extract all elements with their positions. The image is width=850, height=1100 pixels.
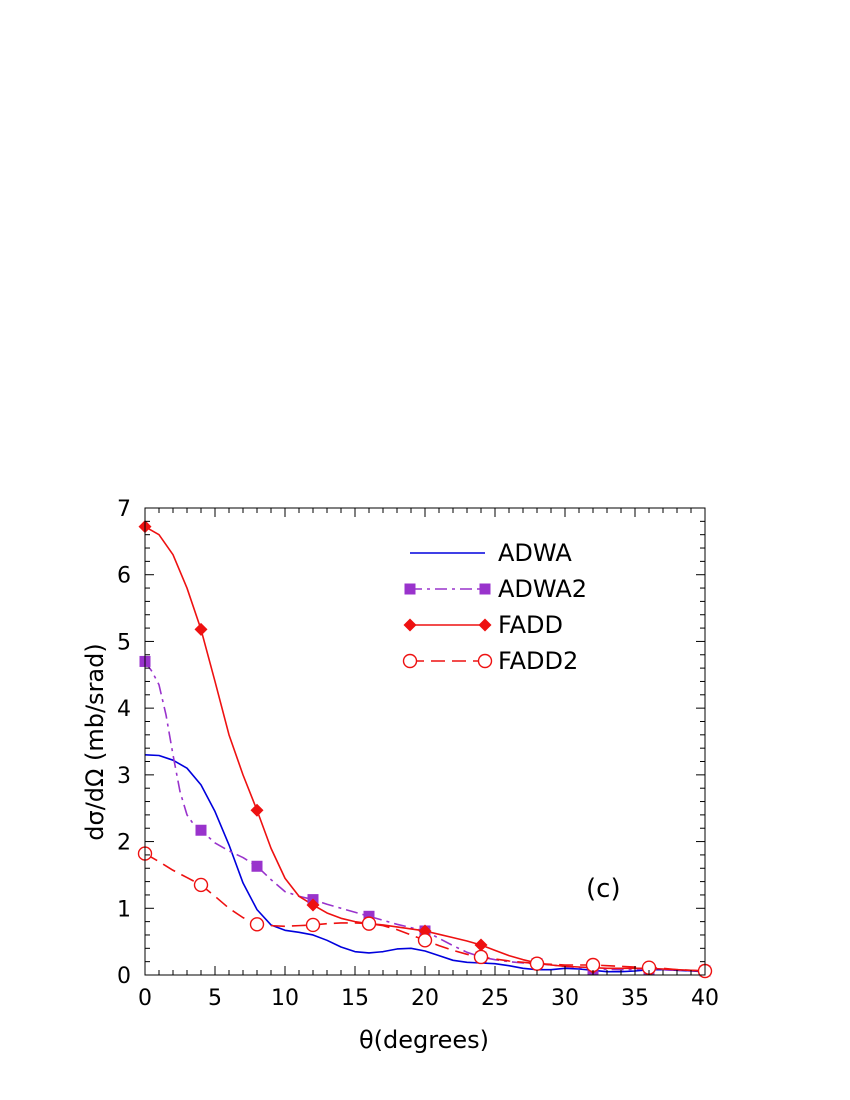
y-tick-label: 0 (117, 964, 131, 989)
axes: 0 5 10 15 20 25 30 35 40 0 1 2 3 4 5 6 7 (117, 497, 719, 1011)
legend-marker-fadd2 (402, 653, 418, 669)
x-tick-label: 15 (341, 986, 369, 1011)
y-tick-label: 5 (117, 630, 131, 655)
data-point-fadd (250, 803, 264, 817)
x-tick-label: 5 (208, 986, 222, 1011)
x-tick-label: 10 (271, 986, 299, 1011)
data-point-fadd (306, 898, 320, 912)
data-point-fadd (194, 622, 208, 636)
data-point-fadd (474, 938, 488, 952)
series-line-adwa (144, 754, 706, 973)
legend-marker-adwa2 (479, 583, 491, 595)
data-point-adwa2 (195, 824, 207, 836)
series-line-adwa2 (144, 660, 706, 972)
legend-label-adwa: ADWA (498, 539, 572, 567)
data-point-fadd2 (193, 877, 209, 893)
legend-label-fadd2: FADD2 (498, 647, 578, 675)
legend-label-adwa2: ADWA2 (498, 575, 587, 603)
x-tick-label: 25 (481, 986, 509, 1011)
legend-label-fadd: FADD (498, 611, 563, 639)
legend-marker-fadd2 (477, 653, 493, 669)
y-axis-title: dσ/dΩ (mb/srad) (81, 643, 109, 840)
data-point-fadd2 (417, 933, 433, 948)
y-tick-label: 4 (117, 697, 131, 722)
panel-label: (c) (586, 874, 621, 904)
y-tick-label: 1 (117, 897, 131, 922)
data-point-fadd2 (305, 917, 321, 933)
y-tick-label: 7 (117, 497, 131, 522)
y-tick-label: 2 (117, 831, 131, 856)
legend: ADWA ADWA2 FADD FADD2 (402, 539, 587, 675)
x-tick-label: 35 (621, 986, 649, 1011)
data-point-fadd2 (585, 957, 601, 973)
data-point-fadd2 (473, 949, 489, 965)
plot-area (137, 520, 713, 979)
data-point-adwa2 (251, 860, 263, 872)
data-point-fadd2 (249, 917, 265, 932)
y-tick-label: 6 (117, 564, 131, 589)
legend-marker-fadd (403, 618, 417, 632)
series-line-fadd2 (144, 852, 706, 972)
y-tick-label: 3 (117, 764, 131, 789)
x-tick-label: 30 (551, 986, 579, 1011)
x-tick-label: 20 (411, 986, 439, 1011)
data-point-fadd2 (361, 916, 377, 931)
legend-marker-fadd (478, 618, 492, 632)
data-point-adwa2 (363, 910, 375, 922)
series-line-fadd (144, 525, 706, 972)
x-tick-label: 0 (138, 986, 152, 1011)
data-point-fadd2 (529, 956, 545, 971)
x-axis-title: θ(degrees) (359, 1026, 489, 1054)
x-tick-label: 40 (691, 986, 719, 1011)
plot-frame (144, 507, 706, 976)
legend-marker-adwa2 (404, 583, 416, 595)
